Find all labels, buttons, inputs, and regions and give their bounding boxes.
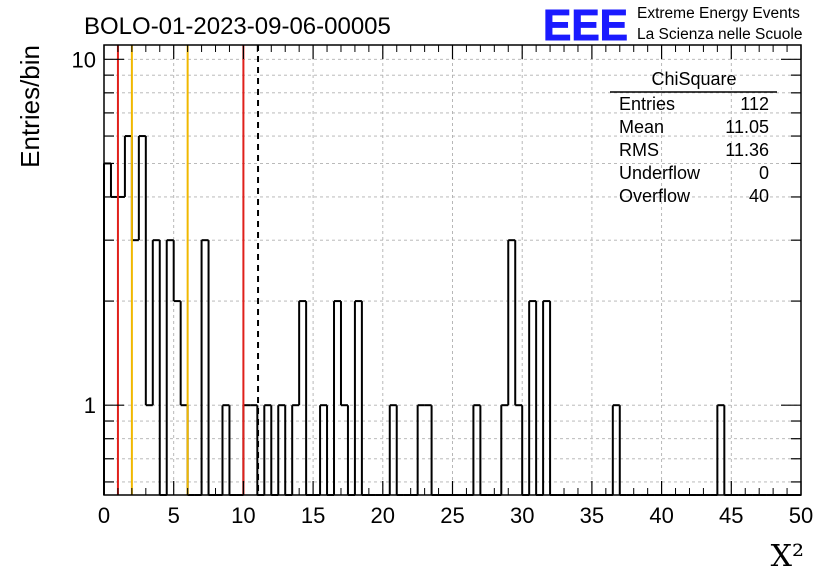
x-tick-label: 30: [510, 503, 534, 528]
x-tick-label: 20: [371, 503, 395, 528]
chart-title: BOLO-01-2023-09-06-00005: [84, 13, 391, 40]
stats-row-label: Mean: [619, 117, 664, 137]
eee-logo-mark: EEE: [543, 1, 628, 50]
eee-logo-line2: La Scienza nelle Scuole: [637, 26, 802, 43]
x-tick-label: 35: [580, 503, 604, 528]
stats-row-value: 112: [740, 94, 769, 114]
y-tick-label: 10: [72, 47, 96, 72]
y-axis-label: Entries/bin: [15, 45, 45, 168]
x-tick-label: 5: [168, 503, 180, 528]
reference-lines: [116, 45, 260, 495]
x-tick-label: 10: [231, 503, 255, 528]
stats-row-label: Entries: [619, 94, 675, 114]
x-tick-label: 40: [649, 503, 673, 528]
stats-row-value: 0: [759, 163, 769, 183]
stats-row-label: Overflow: [619, 186, 691, 206]
axis-ticks: 0 5 10 15 20 25 30 35 40 45 50 1 10: [72, 45, 813, 528]
x-tick-label: 15: [301, 503, 325, 528]
y-tick-label: 1: [84, 393, 96, 418]
stats-title: ChiSquare: [651, 69, 736, 89]
stats-row-value: 11.05: [725, 117, 769, 137]
stats-row-value: 40: [749, 186, 769, 206]
x-tick-label: 0: [98, 503, 110, 528]
x-tick-label: 45: [719, 503, 743, 528]
eee-logo-line1: Extreme Energy Events: [637, 5, 800, 22]
x-tick-label: 25: [440, 503, 464, 528]
eee-logo: EEE Extreme Energy Events La Scienza nel…: [543, 1, 803, 51]
stats-row-label: Underflow: [619, 163, 701, 183]
x-tick-label: 50: [789, 503, 813, 528]
stats-rows: Entries 112 Mean 11.05 RMS 11.36 Underflow 0 Ove…: [619, 94, 769, 206]
stats-box: ChiSquare Entries 112 Mean 11.05 RMS 11.36 Und…: [610, 69, 777, 206]
stats-row-label: RMS: [619, 140, 659, 160]
stats-row-value: 11.36: [725, 140, 769, 160]
x-axis-label: X²: [771, 539, 804, 572]
